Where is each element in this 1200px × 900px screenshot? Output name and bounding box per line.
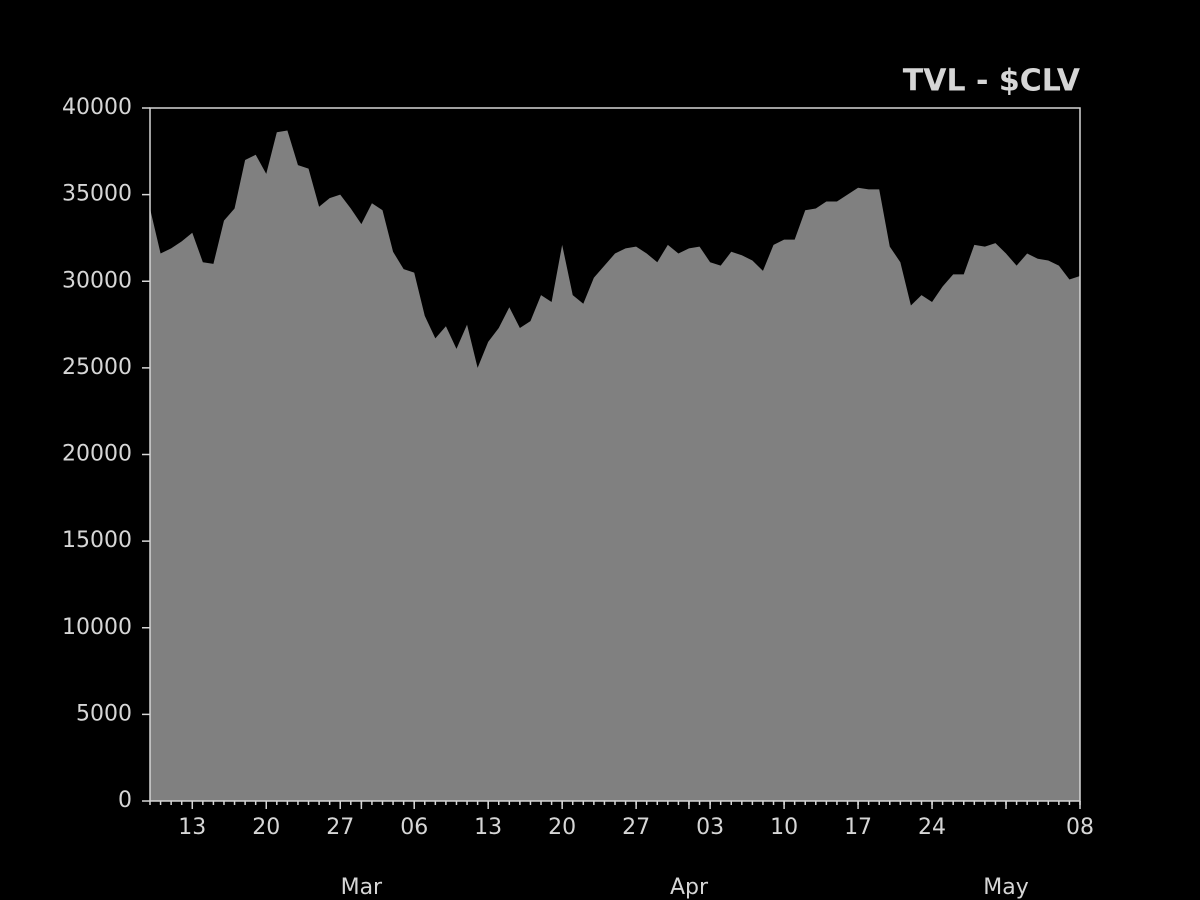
x-month-label: May (983, 875, 1028, 900)
chart-title: TVL - $CLV (903, 64, 1081, 99)
x-tick-label: 17 (844, 815, 872, 840)
x-tick-label: 24 (918, 815, 946, 840)
x-tick-label: 20 (252, 815, 280, 840)
y-tick-label: 35000 (62, 182, 132, 207)
x-tick-label: 13 (178, 815, 206, 840)
y-tick-label: 15000 (62, 528, 132, 553)
y-tick-label: 10000 (62, 615, 132, 640)
y-tick-label: 0 (118, 788, 132, 813)
x-tick-label: 08 (1066, 815, 1094, 840)
y-tick-label: 20000 (62, 442, 132, 467)
y-tick-label: 5000 (76, 701, 132, 726)
x-tick-label: 06 (400, 815, 428, 840)
x-month-label: Apr (670, 875, 709, 900)
x-tick-label: 27 (326, 815, 354, 840)
area (150, 130, 1080, 801)
y-tick-label: 25000 (62, 355, 132, 380)
x-month-label: Mar (341, 875, 383, 900)
x-tick-label: 27 (622, 815, 650, 840)
y-tick-label: 30000 (62, 268, 132, 293)
y-tick-label: 40000 (62, 95, 132, 120)
x-tick-label: 03 (696, 815, 724, 840)
x-tick-label: 13 (474, 815, 502, 840)
x-tick-label: 10 (770, 815, 798, 840)
x-tick-label: 20 (548, 815, 576, 840)
